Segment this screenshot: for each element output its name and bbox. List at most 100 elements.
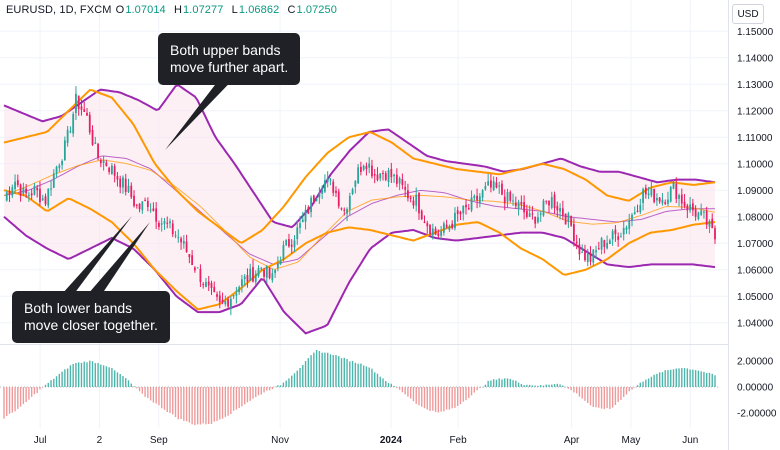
histogram-bar [58,373,61,387]
candle-body [622,228,625,235]
histogram-bar [246,387,249,403]
candle-body [501,183,503,195]
histogram-bar [357,363,359,387]
candle-body [169,221,171,224]
low-value: 1.06862 [238,4,280,16]
candle-body [512,200,514,202]
candle-body [332,181,335,193]
time-tick-label: Sep [150,435,168,446]
candle-body [296,227,299,240]
histogram-bar [520,383,523,387]
candle-body [271,273,274,281]
histogram-bar [457,387,459,406]
price-tick-label: 1.15000 [737,27,774,38]
candle-body [465,204,467,208]
price-axis-divider [728,0,729,450]
candle-body [282,244,285,260]
lower-bands-callout: Both lower bands move closer together. [12,291,170,343]
candle-body [393,174,395,177]
lower-callout-pointer [88,222,150,294]
histogram-bar [183,387,185,421]
candle-body [678,195,680,199]
candle-body [398,178,401,184]
close-value: 1.07250 [296,4,337,16]
histogram-bar [130,383,132,387]
price-tick-label: 1.09000 [737,186,774,197]
histogram-bar [667,370,669,387]
histogram-bar [548,384,550,387]
histogram-bar [645,379,647,387]
histogram-bar [714,375,716,387]
candle-body [122,177,124,188]
histogram-bar [603,387,606,410]
histogram-bar [11,387,13,413]
candle-body [252,267,254,282]
candle-body [495,182,498,188]
lower-callout-pointer-2 [62,216,132,294]
histogram-bar [6,387,8,417]
candle-body [36,187,39,191]
candle-body [83,109,86,112]
histogram-bar [708,372,711,387]
candle-body [216,294,218,297]
histogram-bar [235,387,238,410]
candle-body [279,261,282,264]
histogram-bar [573,387,575,393]
histogram-bar [172,387,174,415]
histogram-bar [324,352,326,387]
symbol-legend: EURUSD, 1D, FXCM O1.07014 H1.07277 L1.06… [6,4,342,16]
candle-body [113,166,116,176]
candle-body [553,194,556,209]
histogram-bar [302,364,304,387]
currency-button[interactable]: USD [732,4,764,24]
histogram-bar [412,387,415,402]
candle-body [77,95,80,110]
candle-body [561,208,564,216]
histogram-bar [188,387,191,423]
histogram-bar [448,387,451,410]
pane-divider[interactable] [0,344,728,345]
candle-body [346,209,348,214]
candle-body [412,200,415,206]
candle-body [8,191,11,195]
candle-body [348,195,351,210]
histogram-bar [122,376,124,387]
histogram-bar [628,387,630,392]
candle-body [91,129,94,145]
candle-body [462,205,465,214]
candle-body [647,193,650,196]
candle-body [14,181,16,190]
candle-body [171,223,174,235]
histogram-bar [318,351,321,387]
candle-body [354,180,357,187]
histogram-bar [210,387,213,424]
histogram-bar [454,387,456,408]
candle-body [573,224,575,242]
histogram-bar [470,387,473,396]
candle-body [257,268,260,276]
candle-body [467,208,470,210]
histogram-bar [426,387,428,410]
candle-body [395,174,398,184]
candle-body [340,208,343,210]
histogram-bar [584,387,586,401]
time-axis: Jul 2 Sep Nov 2024 Feb Apr May Jun [34,435,699,446]
candle-body [285,239,288,246]
price-tick-label: 1.12000 [737,106,774,117]
candle-body [108,167,111,172]
histogram-bar [553,384,556,387]
candle-body [315,199,318,201]
candle-body [343,209,346,211]
candle-body [415,194,418,206]
symbol-name[interactable]: EURUSD, 1D, FXCM [6,4,112,16]
candle-body [205,281,207,287]
histogram-bar [343,357,345,387]
histogram-bar [440,387,442,412]
histogram-bar [678,368,680,387]
histogram-bar [94,363,96,387]
histogram-bar [174,387,177,418]
histogram-bar [368,367,370,387]
candle-body [658,197,661,202]
